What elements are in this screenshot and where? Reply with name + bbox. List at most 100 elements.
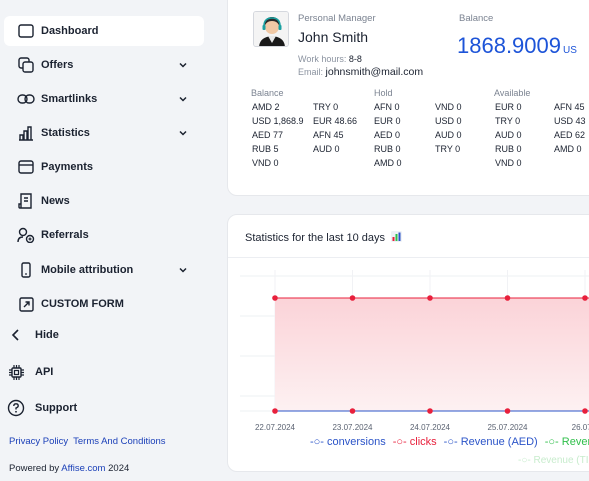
conversions-point [427,408,433,414]
chevron-down-icon[interactable] [176,126,190,140]
sidebar-item-label: News [41,195,70,207]
sidebar-item-custom-form[interactable]: CUSTOM FORM [4,289,204,319]
chevron-left-icon [6,325,26,345]
affise-link[interactable]: Affise.com [61,463,106,474]
sidebar-item-label: Offers [41,59,74,71]
hide-sidebar-button[interactable]: Hide [6,322,59,348]
chevron-down-icon[interactable] [176,263,190,277]
legend-item[interactable]: -○- clicks [393,436,437,448]
support-label: Support [35,402,78,414]
chevron-down-icon[interactable] [176,92,190,106]
hold-cell: AMD 0 [374,158,402,168]
credit-card-icon [16,157,36,177]
legend-item[interactable]: -○- conversions [310,436,386,448]
help-icon [6,398,26,418]
hold-cell: AED 0 [374,130,401,140]
sidebar-item-statistics[interactable]: Statistics [4,118,204,148]
bar-chart-icon [16,123,36,143]
balance-currency: US [563,45,577,56]
dashboard-icon [16,21,36,41]
terms-link[interactable]: Terms And Conditions [73,436,166,447]
external-link-icon [16,294,36,314]
balance-value: 1868.9009 US [457,33,577,59]
available-cell: TRY 0 [495,116,521,126]
conversions-point [582,408,588,414]
sidebar-item-referrals[interactable]: Referrals [4,220,204,250]
available-cell: AFN 45 [554,102,585,112]
balance-cell: TRY 0 [313,102,339,112]
chart-legend-overflow: -○- Revenue (TI [518,455,589,466]
legend-label: clicks [409,436,437,448]
sidebar-item-label: Mobile attribution [41,264,134,276]
support-link[interactable]: Support [6,395,77,421]
chart-points [272,295,588,414]
work-hours: Work hours: 8-8 [298,54,362,64]
sidebar-item-label: Smartlinks [41,93,98,105]
hide-label: Hide [35,329,59,341]
available-cell: EUR 0 [495,102,522,112]
powered-year: 2024 [105,463,130,474]
legend-marker-icon: -○- [544,436,562,448]
hold-cell: USD 0 [435,116,462,126]
api-link[interactable]: API [6,359,53,385]
email-value[interactable]: johnsmith@mail.com [325,66,424,78]
legend-marker-icon: -○- [443,436,461,448]
hold-cell: TRY 0 [435,144,461,154]
legend-marker-icon: -○- [392,436,410,448]
sidebar-item-label: CUSTOM FORM [41,298,124,310]
chart-legend: -○- conversions -○- clicks -○- Revenue (AE… [310,436,589,448]
available-cell: AMD 0 [554,144,582,154]
hold-column-header: Hold [374,88,393,98]
avatar [253,11,289,47]
chevron-down-icon[interactable] [176,58,190,72]
available-cell: RUB 0 [495,144,522,154]
balance-cell: AED 77 [252,130,284,140]
legend-overflow-label: Revenue (TI [533,455,589,466]
x-tick-label: 24.07.2024 [410,423,451,432]
clicks-point [582,295,588,301]
chip-icon [6,362,26,382]
mobile-icon [16,260,36,280]
statistics-divider [228,257,589,258]
manager-email: Email: johnsmith@mail.com [298,66,423,78]
hold-cell: EUR 0 [374,116,401,126]
sidebar-item-label: Referrals [41,229,89,241]
sidebar-item-offers[interactable]: Offers [4,50,204,80]
sidebar-item-news[interactable]: News [4,186,204,216]
sidebar-item-dashboard[interactable]: Dashboard [4,16,204,46]
balance-cell: AUD 0 [313,144,340,154]
legend-marker-icon: -○- [310,436,328,448]
legend-label: Revenue (AED) [460,436,538,448]
legend-item[interactable]: -○- Revenue [545,436,589,448]
balance-cell: USD 1,868.9 [252,116,304,126]
powered-prefix: Powered by [9,463,62,474]
chart-area [275,298,589,411]
news-icon [16,191,36,211]
balance-cell: RUB 5 [252,144,279,154]
available-cell: AED 62 [554,130,586,140]
conversions-point [349,408,356,414]
sidebar-item-label: Payments [41,161,93,173]
available-cell: AUD 0 [495,130,522,140]
conversions-point [272,408,278,414]
available-cell: VND 0 [495,158,522,168]
legend-item[interactable]: -○- Revenue (AED) [444,436,538,448]
balance-amount: 1868.9009 [457,33,561,58]
sidebar: Dashboard Offers Smartlinks Statistics P… [0,0,208,481]
legend-label: Revenue [561,436,589,448]
legend-label: conversions [327,436,386,448]
referrals-icon [16,225,36,245]
sidebar-item-payments[interactable]: Payments [4,152,204,182]
sidebar-item-smartlinks[interactable]: Smartlinks [4,84,204,114]
email-label: Email: [298,67,326,77]
hold-cell: AUD 0 [435,130,462,140]
balance-cell: VND 0 [252,158,279,168]
offers-icon [16,55,36,75]
footer-links: Privacy Policy Terms And Conditions [9,436,166,447]
available-column-header: Available [494,88,531,98]
clicks-point [272,295,278,301]
sidebar-item-mobile-attribution[interactable]: Mobile attribution [4,255,204,285]
x-tick-label: 22.07.2024 [255,423,296,432]
privacy-policy-link[interactable]: Privacy Policy [9,436,69,447]
